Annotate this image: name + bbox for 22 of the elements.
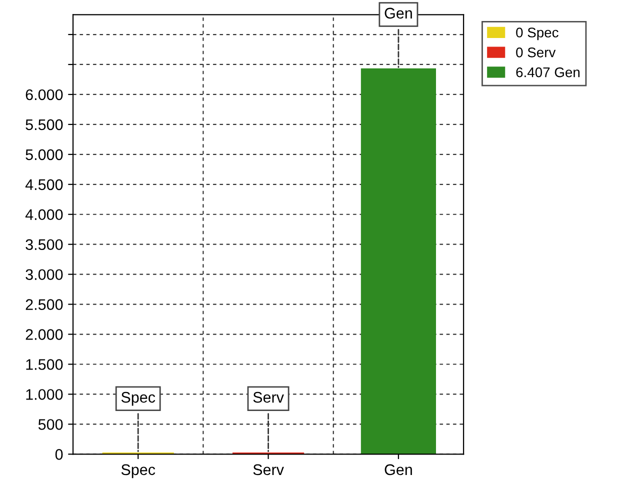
annotation: Spec bbox=[121, 392, 156, 406]
legend-label: 6.407 Gen bbox=[516, 67, 580, 78]
y-tick-label: 4.500 bbox=[25, 179, 63, 190]
x-tick-label: Gen bbox=[384, 464, 412, 476]
y-tick-label: 4.000 bbox=[25, 209, 63, 220]
y-tick-label: 2.000 bbox=[26, 329, 63, 340]
y-tick-label: 5.000 bbox=[26, 149, 63, 160]
annotation: Gen bbox=[384, 8, 412, 19]
legend-label: 0 Serv bbox=[516, 47, 556, 58]
legend-label: 0 Spec bbox=[516, 28, 558, 40]
y-tick-label: 3.000 bbox=[26, 269, 63, 280]
y-tick-label: 500 bbox=[38, 419, 63, 430]
annotation: Serv bbox=[253, 392, 284, 403]
y-tick-label: 6.000 bbox=[26, 89, 63, 100]
x-tick-label: Spec bbox=[121, 464, 156, 478]
y-tick-label: 3.500 bbox=[26, 239, 63, 250]
x-tick-label: Serv bbox=[253, 464, 284, 476]
y-tick-label: 1.500 bbox=[26, 359, 63, 370]
y-tick-label: 1.000 bbox=[26, 389, 63, 400]
y-tick-label: 2.500 bbox=[26, 299, 63, 310]
y-tick-label: 5.500 bbox=[26, 119, 63, 130]
y-tick-label: 0 bbox=[55, 449, 63, 460]
